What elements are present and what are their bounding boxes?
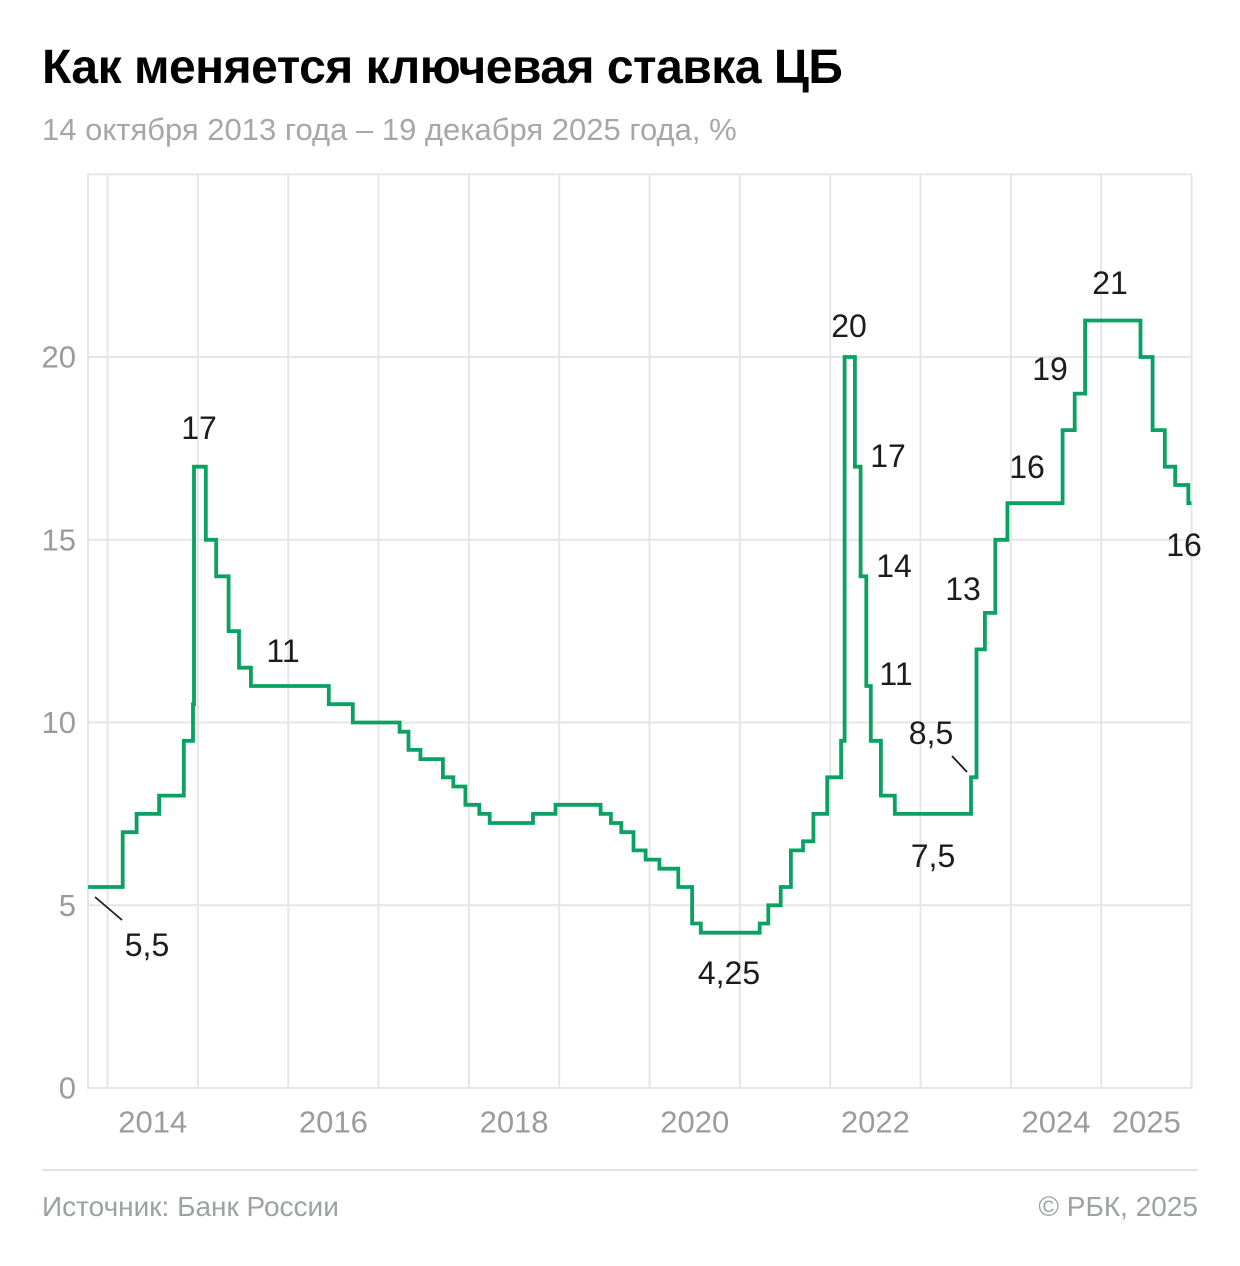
annotation-label: 8,5: [909, 715, 953, 751]
copyright-label: © РБК, 2025: [1038, 1191, 1198, 1222]
x-tick-label: 2018: [480, 1105, 549, 1140]
annotation-label: 14: [876, 548, 912, 584]
y-tick-label: 0: [59, 1071, 76, 1106]
leader-line: [951, 755, 968, 773]
y-tick-label: 10: [42, 705, 76, 740]
chart-title: Как меняется ключевая ставка ЦБ: [42, 41, 843, 94]
chart-subtitle: 14 октября 2013 года – 19 декабря 2025 г…: [42, 112, 737, 147]
annotation-label: 19: [1032, 351, 1068, 387]
annotation-label: 20: [831, 308, 867, 344]
annotation-label: 13: [945, 571, 981, 607]
source-label: Источник: Банк России: [42, 1191, 339, 1222]
annotation-label: 21: [1092, 265, 1128, 301]
x-tick-label: 2020: [660, 1105, 729, 1140]
annotation-label: 11: [266, 633, 299, 669]
annotation-label: 4,25: [698, 955, 760, 991]
annotation-label: 16: [1009, 449, 1045, 485]
rate-step-line: [88, 318, 1192, 935]
annotations: 5,5 17 11 4,25 20 17 14 11 8,5 7,5 13 16 19 21 16: [125, 265, 1202, 991]
x-tick-label: 2014: [118, 1105, 187, 1140]
y-tick-label: 5: [59, 888, 76, 923]
footer-divider: [42, 1169, 1198, 1171]
annotation-label: 17: [181, 410, 217, 446]
annotation-label: 11: [879, 656, 912, 692]
annotation-leaders: [94, 755, 968, 921]
annotation-label: 7,5: [911, 838, 955, 874]
annotation-label: 16: [1166, 527, 1202, 563]
gridlines: [87, 173, 1193, 1090]
y-tick-label: 15: [42, 522, 76, 557]
leader-line: [94, 896, 123, 921]
annotation-label: 17: [870, 438, 906, 474]
x-tick-label: 2024: [1022, 1105, 1091, 1140]
x-tick-label: 2022: [841, 1105, 910, 1140]
axis-labels: 0 5 10 15 20 2014 2016 2018 2020 2022 2024 2025: [42, 340, 1181, 1140]
x-tick-label: 2025: [1112, 1105, 1181, 1140]
plot-border: [87, 173, 1193, 1090]
x-tick-label: 2016: [299, 1105, 368, 1140]
annotation-label: 5,5: [125, 927, 169, 963]
y-tick-label: 20: [42, 340, 76, 375]
